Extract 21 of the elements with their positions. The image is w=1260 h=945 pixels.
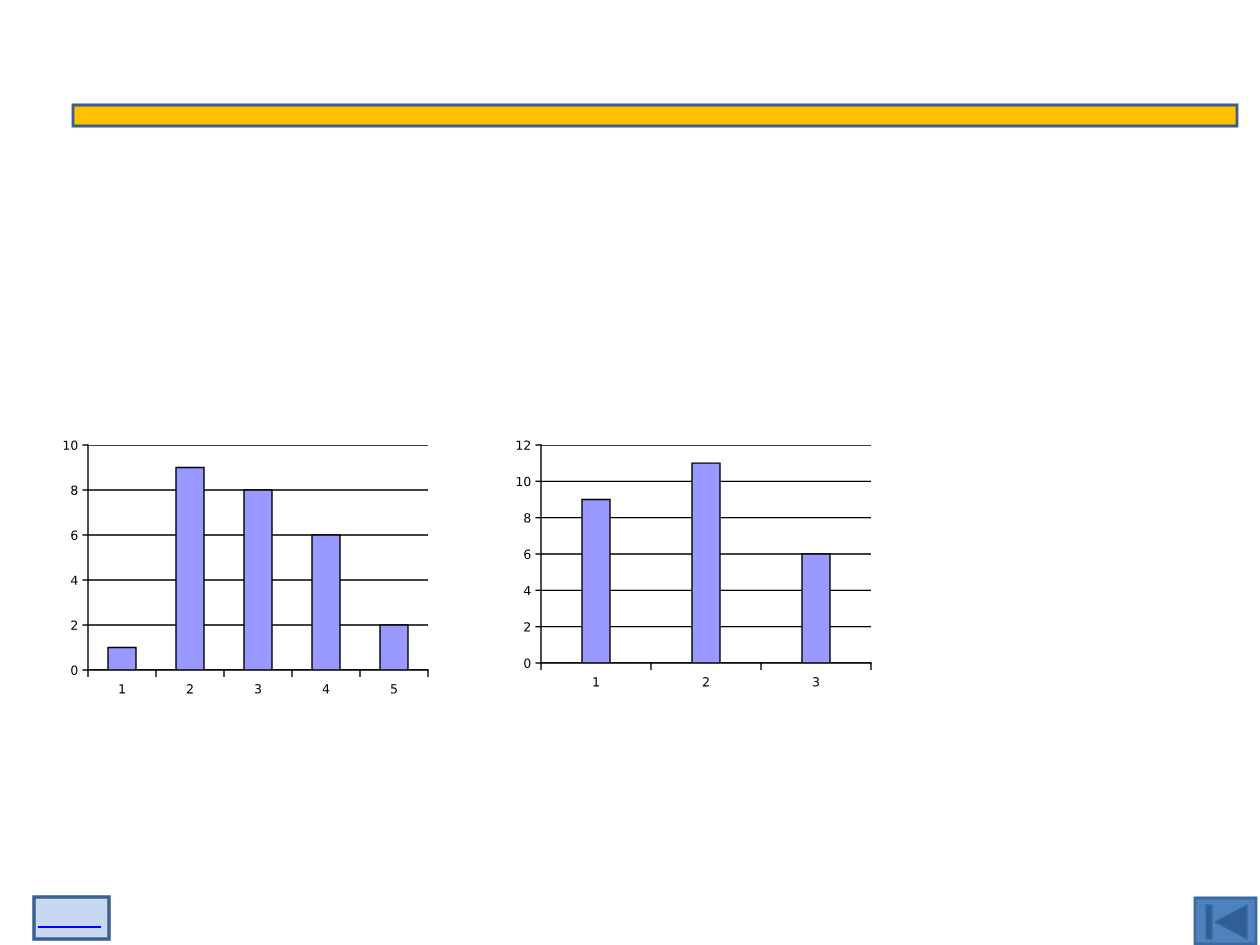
y-tick-label: 4 [70, 575, 78, 585]
x-tick-label: 3 [812, 677, 819, 687]
y-tick-label: 2 [71, 620, 78, 630]
y-tick-label: 8 [524, 513, 531, 523]
y-tick-label: 10 [63, 440, 78, 450]
y-tick-label: 8 [71, 485, 78, 495]
y-tick-label: 12 [516, 440, 531, 450]
y-tick-label: 6 [524, 549, 531, 559]
y-tick-label: 10 [516, 476, 531, 487]
y-tick-label: 0 [524, 658, 531, 668]
x-tick-label: 5 [390, 684, 397, 694]
x-tick-label: 4 [322, 684, 330, 694]
x-tick-label: 3 [254, 684, 261, 694]
x-tick-label: 1 [593, 677, 599, 687]
x-tick-label: 2 [186, 684, 193, 694]
y-tick-label: 2 [524, 622, 531, 632]
y-tick-label: 0 [71, 665, 78, 675]
x-tick-label: 1 [119, 684, 125, 694]
y-tick-label: 4 [523, 585, 531, 596]
y-tick-label: 6 [71, 530, 78, 540]
x-tick-label: 2 [702, 677, 709, 687]
